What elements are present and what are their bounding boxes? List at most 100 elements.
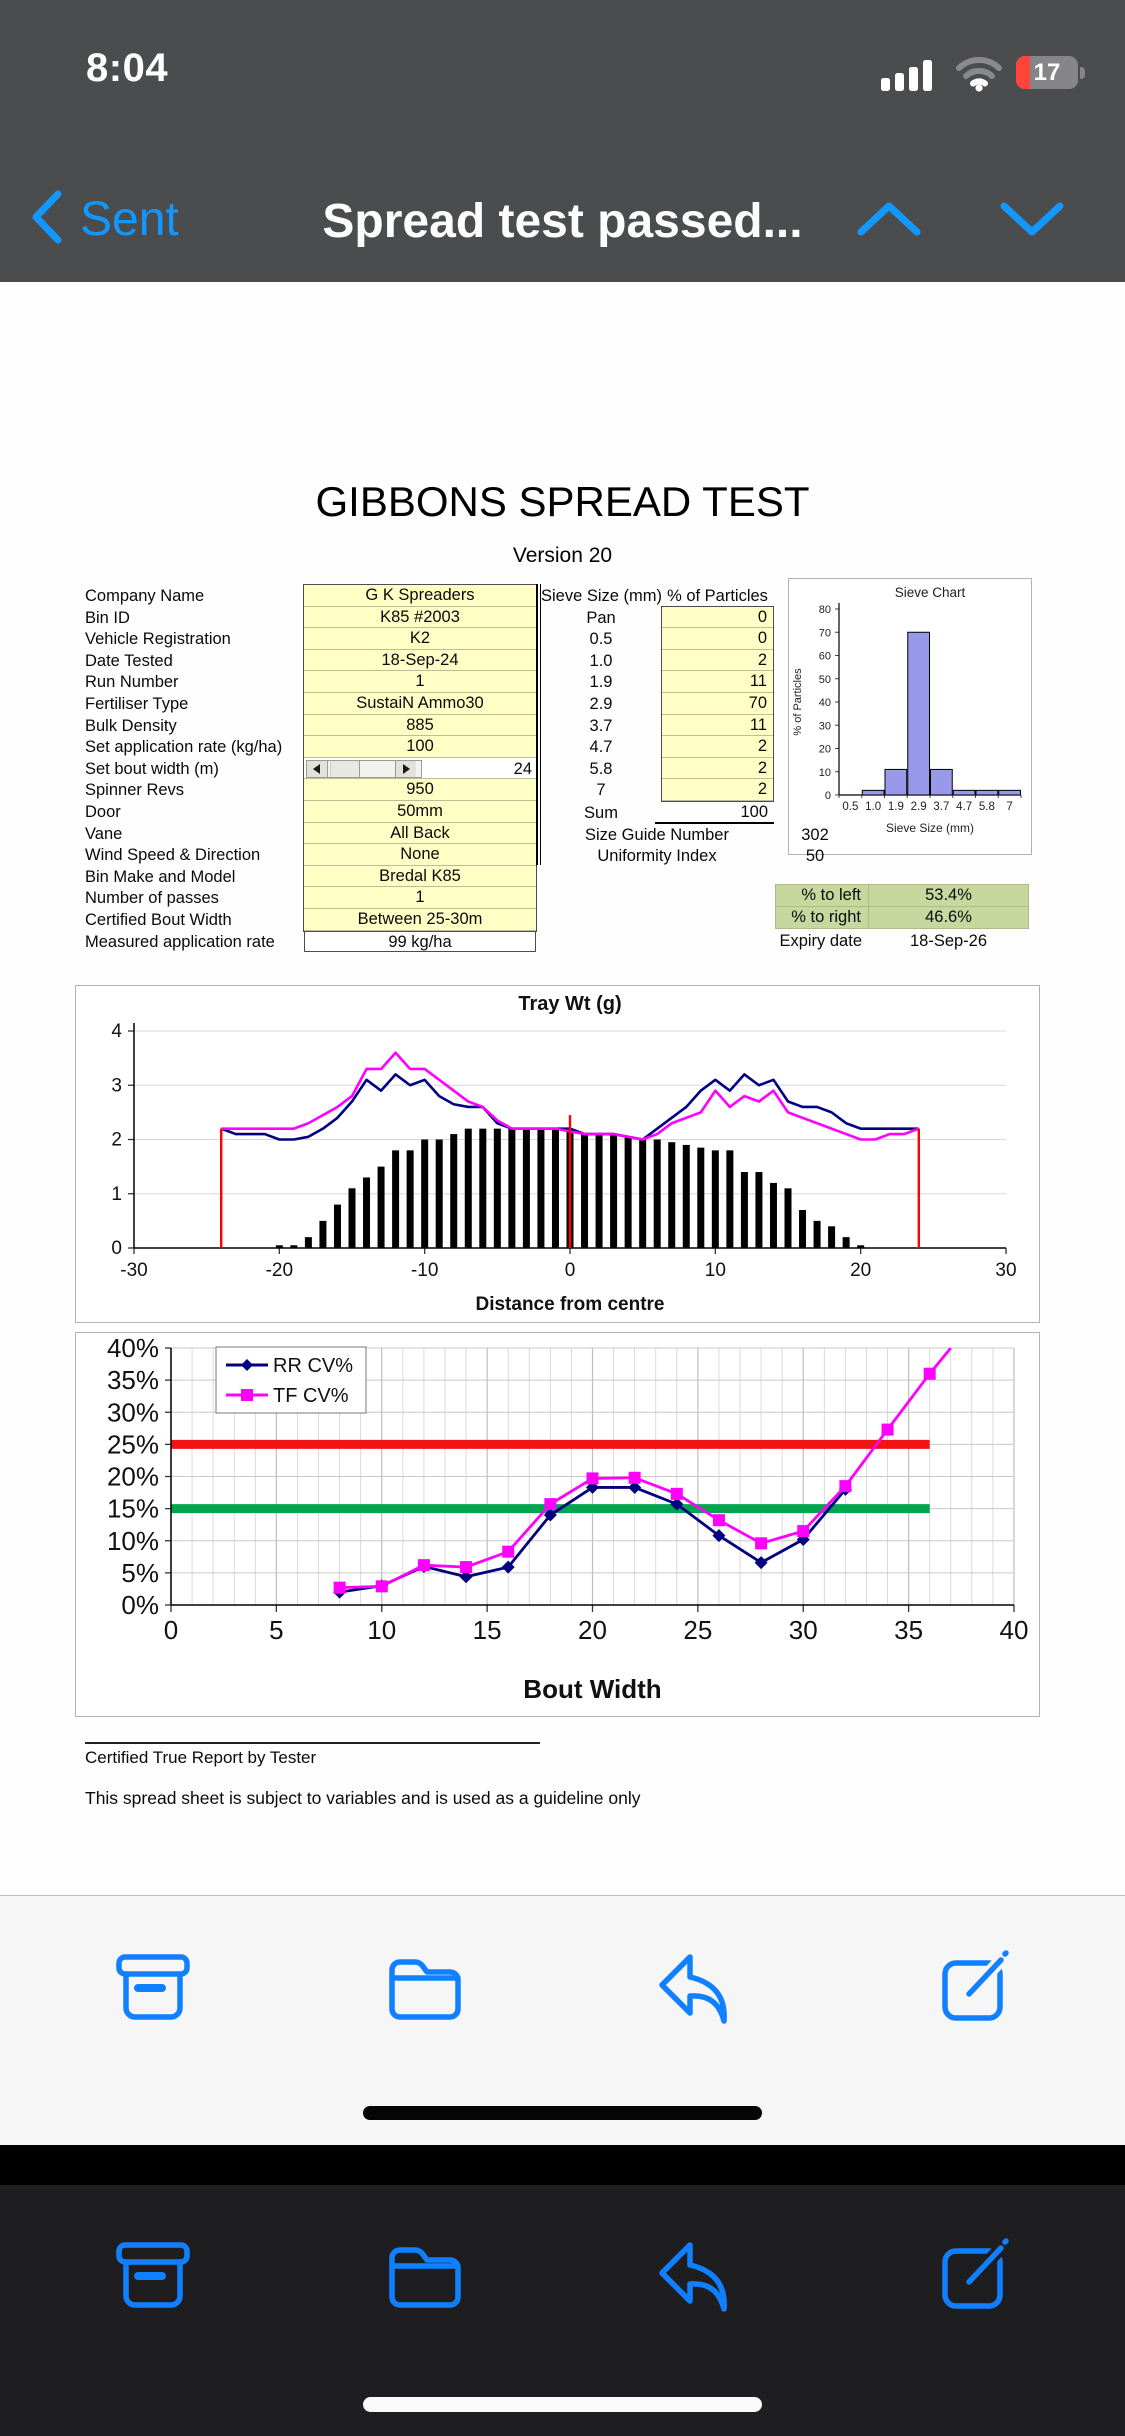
battery-level-fill: [1016, 56, 1030, 89]
set-bout-width-cell: 24: [304, 757, 536, 780]
info-row-value: 1: [304, 671, 536, 693]
document-page[interactable]: GIBBONS SPREAD TEST Version 20 Sieve Cha…: [0, 282, 1125, 1895]
sieve-size-label: 2.9: [589, 695, 613, 713]
screen-divider: [0, 2145, 1125, 2185]
bout-width-scrollbar[interactable]: [306, 759, 422, 778]
disclaimer-text: This spread sheet is subject to variable…: [85, 1788, 641, 1808]
info-row-label: Vane: [85, 824, 123, 843]
svg-text:0: 0: [565, 1260, 576, 1281]
svg-text:4: 4: [111, 1021, 122, 1042]
svg-text:40%: 40%: [107, 1333, 159, 1363]
scroll-thumb[interactable]: [330, 760, 360, 777]
svg-text:40: 40: [819, 697, 831, 709]
info-row-label: Spinner Revs: [85, 781, 185, 800]
info-row-label: Number of passes: [85, 889, 219, 908]
reply-icon: [659, 2242, 727, 2312]
svg-text:25%: 25%: [107, 1429, 159, 1459]
sieve-chart: Sieve Chart 0 10 20 30 40 50 60 70 80 0.5 1.0 1.9 2.9…: [788, 578, 1032, 855]
svg-text:10%: 10%: [107, 1526, 159, 1556]
svg-text:0: 0: [164, 1615, 178, 1645]
info-row-label: Set bout width (m): [85, 759, 219, 778]
sieve-pct-value: 0: [662, 606, 773, 629]
previous-message-chevron-icon[interactable]: [856, 198, 922, 240]
scroll-right-button[interactable]: [395, 760, 416, 777]
svg-text:0%: 0%: [121, 1590, 159, 1620]
sieve-sum-label: Sum: [584, 804, 618, 822]
svg-text:20: 20: [850, 1260, 871, 1281]
info-row-label: Fertiliser Type: [85, 695, 189, 713]
sieve-sum-value: 100: [655, 802, 774, 824]
battery-icon: 17: [1016, 56, 1078, 89]
home-indicator-dark[interactable]: [363, 2397, 762, 2412]
back-chevron-icon[interactable]: [28, 188, 66, 246]
sieve-size-label: 3.7: [589, 716, 613, 735]
svg-text:20: 20: [578, 1615, 607, 1645]
folder-icon-holder[interactable]: [382, 1944, 468, 2030]
sieve-pct-value: 2: [662, 779, 773, 801]
info-row-label: Bin Make and Model: [85, 867, 236, 886]
info-row-label: Date Tested: [85, 651, 173, 670]
compose-icon: [942, 1950, 1009, 2021]
signature-line: [85, 1742, 540, 1744]
svg-text:20: 20: [819, 744, 831, 756]
archive-icon-holder[interactable]: [110, 2232, 196, 2318]
compose-icon: [942, 2238, 1009, 2309]
home-indicator[interactable]: [363, 2106, 762, 2120]
info-row-value: 99 kg/ha: [304, 930, 536, 953]
info-row-value: 100: [304, 736, 536, 758]
cv-legend-box: [215, 1346, 367, 1414]
cellular-signal-icon: [881, 60, 932, 91]
sieve-size-label: 5.8: [589, 759, 613, 778]
info-row-value: 1: [304, 887, 536, 909]
folder-icon-holder[interactable]: [382, 2232, 468, 2318]
svg-text:30: 30: [995, 1260, 1016, 1281]
svg-text:35: 35: [894, 1615, 923, 1645]
svg-text:RR CV%: RR CV%: [273, 1355, 353, 1377]
svg-text:3.7: 3.7: [933, 801, 949, 813]
tray-chart-svg: Tray Wt (g) 0 1 2 3 4 -30 -20 -10 0 10 20 30 Distance…: [111, 993, 1016, 1315]
info-row-value: G K Spreaders: [304, 585, 536, 607]
scroll-left-button[interactable]: [307, 760, 328, 777]
sieve-col2-header: % of Particles: [667, 587, 768, 605]
compose-icon-holder[interactable]: [933, 1944, 1019, 2030]
reply-icon-holder[interactable]: [652, 1944, 738, 2030]
nav-title: Spread test passed...: [322, 195, 803, 248]
expiry-date-value: 18-Sep-26: [909, 932, 988, 950]
folder-icon: [389, 2247, 461, 2308]
reply-icon-holder[interactable]: [652, 2232, 738, 2318]
svg-text:10: 10: [705, 1260, 726, 1281]
info-row-label: Door: [85, 803, 121, 821]
mail-toolbar: [0, 1895, 1125, 2145]
battery-percent: 17: [1033, 59, 1061, 86]
compose-icon-holder[interactable]: [933, 2232, 1019, 2318]
pct-right-label: % to right: [775, 906, 869, 929]
svg-text:50: 50: [819, 674, 831, 686]
archive-icon-holder[interactable]: [110, 1944, 196, 2030]
svg-text:30%: 30%: [107, 1397, 159, 1427]
svg-text:Sieve Chart: Sieve Chart: [895, 585, 966, 600]
sieve-chart-svg: Sieve Chart 0 10 20 30 40 50 60 70 80 0.5 1.0 1.9 2.9…: [792, 585, 1022, 835]
svg-text:0.5: 0.5: [842, 801, 858, 813]
pct-left-value: 53.4%: [868, 884, 1029, 907]
sieve-pct-value: 0: [662, 628, 773, 650]
svg-text:2: 2: [111, 1130, 122, 1151]
next-message-chevron-icon[interactable]: [999, 198, 1065, 240]
report-version: Version 20: [512, 544, 613, 567]
reply-icon: [659, 1954, 727, 2024]
pct-right-value: 46.6%: [868, 906, 1029, 929]
nav-back-button[interactable]: Sent: [80, 193, 179, 246]
info-row-label: Vehicle Registration: [85, 630, 231, 649]
svg-text:Bout Width: Bout Width: [523, 1674, 661, 1704]
wifi-icon: [956, 57, 1002, 92]
top-chrome: 8:04 17 Sent Spread test passed...: [0, 0, 1125, 282]
uniformity-value: 50: [805, 847, 825, 866]
size-guide-value: 302: [801, 825, 829, 844]
mail-toolbar-dark: [0, 2185, 1125, 2436]
scroll-left-arrow-icon: [313, 763, 320, 774]
sieve-pct-value: 11: [662, 671, 773, 693]
sieve-col1-header: Sieve Size (mm): [541, 587, 663, 605]
svg-text:7: 7: [1006, 801, 1012, 813]
svg-text:25: 25: [683, 1615, 712, 1645]
sieve-size-label: Pan: [586, 608, 616, 627]
sieve-size-label: 7: [596, 781, 606, 800]
